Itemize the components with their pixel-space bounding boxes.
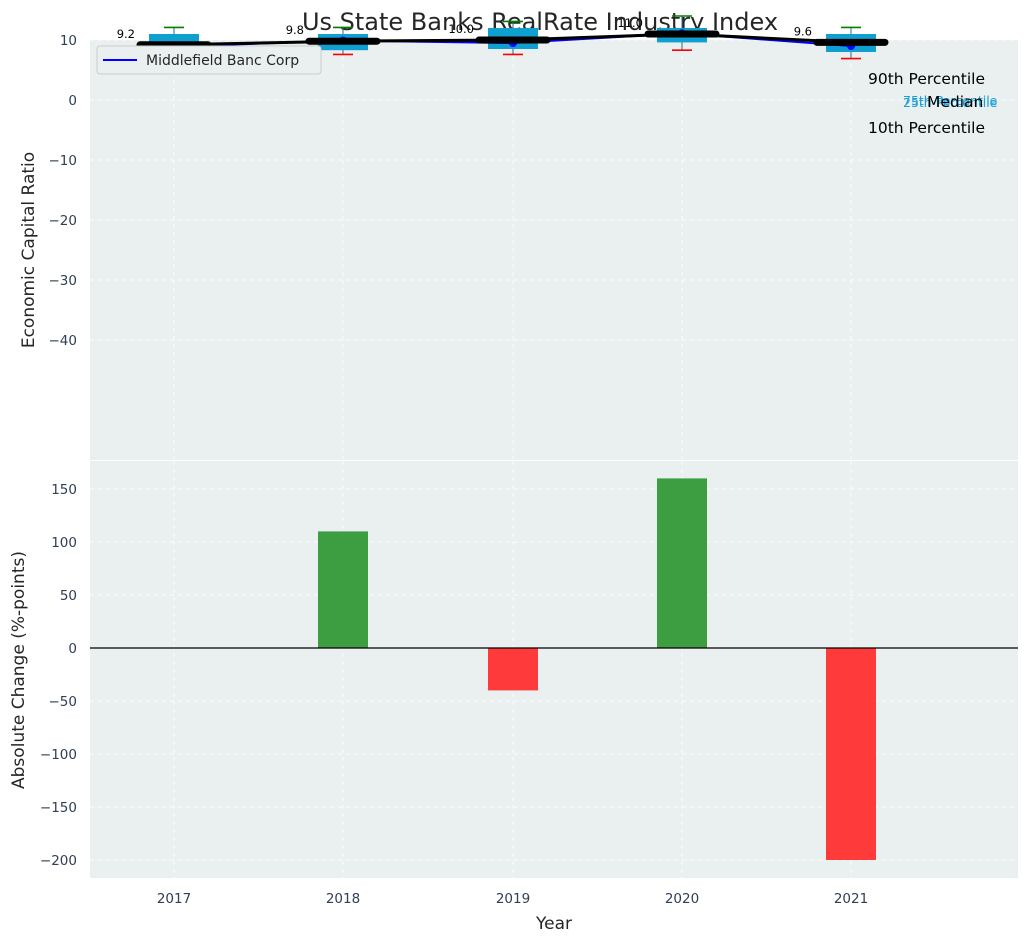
change-bars [318, 478, 876, 860]
top-y-tick-label: −40 [49, 333, 78, 349]
bottom-y-tick-label: 50 [60, 588, 77, 604]
bottom-plot-area [90, 461, 1018, 878]
median-series: 9.2 9.8 10.0 11.0 9.6 [117, 16, 889, 49]
median-value-label: 10.0 [448, 22, 474, 36]
top-y-tick-label: 10 [60, 33, 77, 49]
median-annotation: Median [927, 93, 983, 111]
bottom-y-ticks: 150 100 50 0 −50 −100 −150 −200 [40, 482, 77, 869]
change-bar [318, 531, 368, 648]
x-ticks: 2017 2018 2019 2020 2021 [157, 891, 868, 907]
bottom-y-tick-label: 0 [68, 641, 77, 657]
x-tick-label: 2018 [326, 891, 360, 907]
x-tick-label: 2021 [834, 891, 868, 907]
bottom-y-tick-label: 150 [51, 482, 77, 498]
bottom-y-tick-label: −200 [40, 853, 77, 869]
median-value-label: 9.2 [117, 27, 135, 41]
bottom-y-axis-label: Absolute Change (%-points) [9, 551, 29, 789]
p10-annotation: 10th Percentile [868, 119, 985, 137]
legend: Middlefield Banc Corp [96, 45, 322, 75]
top-plot-area [90, 40, 1018, 460]
top-grid [90, 39, 1018, 460]
median-value-label: 9.8 [286, 23, 304, 37]
median-point [340, 38, 346, 45]
median-value-label: 11.0 [617, 16, 643, 30]
bottom-y-tick-label: 100 [51, 535, 77, 551]
change-bar [488, 648, 538, 691]
top-y-tick-label: −10 [49, 153, 78, 169]
x-tick-label: 2017 [157, 891, 191, 907]
p75-annotation: 75th Percentile [903, 93, 998, 108]
top-y-ticks: 20100−10−20−30−40 [49, 33, 78, 349]
legend-box [96, 45, 322, 75]
x-axis-label: Year [535, 914, 572, 934]
x-tick-label: 2019 [496, 891, 530, 907]
x-tick-label: 2020 [665, 891, 699, 907]
p25-annotation: 25th Percentile [903, 95, 998, 110]
top-y-tick-label: −20 [49, 213, 78, 229]
bottom-y-tick-label: −50 [49, 694, 78, 710]
median-point [510, 37, 516, 43]
median-point [848, 39, 854, 46]
median-point [679, 31, 685, 37]
top-y-tick-label: 0 [68, 93, 77, 109]
change-bar [657, 478, 707, 648]
bottom-y-tick-label: −150 [40, 800, 77, 816]
bottom-y-tick-label: −100 [40, 747, 77, 763]
change-bar [826, 648, 876, 860]
top-y-axis-label: Economic Capital Ratio [19, 152, 39, 348]
legend-entry: Middlefield Banc Corp [146, 53, 299, 69]
median-value-label: 9.6 [794, 24, 812, 38]
p90-annotation: 90th Percentile [868, 70, 985, 88]
top-y-tick-label: −30 [49, 273, 78, 289]
